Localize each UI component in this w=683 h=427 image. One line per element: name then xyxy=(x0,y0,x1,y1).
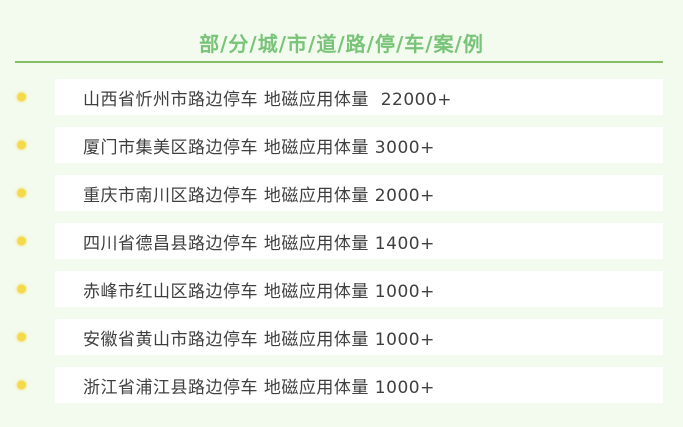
list-item: 厦门市集美区路边停车 地磁应用体量 3000+ xyxy=(0,127,683,163)
bullet-icon xyxy=(17,332,26,342)
case-list: 山西省忻州市路边停车 地磁应用体量 22000+ 厦门市集美区路边停车 地磁应用… xyxy=(0,79,683,415)
case-text: 厦门市集美区路边停车 地磁应用体量 3000+ xyxy=(55,127,663,163)
bullet-icon xyxy=(17,188,26,198)
bullet-icon xyxy=(17,236,26,246)
case-text: 赤峰市红山区路边停车 地磁应用体量 1000+ xyxy=(55,271,663,307)
bullet-icon xyxy=(17,92,26,102)
divider xyxy=(15,61,663,63)
case-text: 安徽省黄山市路边停车 地磁应用体量 1000+ xyxy=(55,319,663,355)
case-text: 山西省忻州市路边停车 地磁应用体量 22000+ xyxy=(55,79,663,115)
bullet-icon xyxy=(17,140,26,150)
bullet-icon xyxy=(17,380,26,390)
list-item: 重庆市南川区路边停车 地磁应用体量 2000+ xyxy=(0,175,683,211)
list-item: 山西省忻州市路边停车 地磁应用体量 22000+ xyxy=(0,79,683,115)
case-text: 浙江省浦江县路边停车 地磁应用体量 1000+ xyxy=(55,367,663,403)
bullet-icon xyxy=(17,284,26,294)
list-item: 浙江省浦江县路边停车 地磁应用体量 1000+ xyxy=(0,367,683,403)
case-text: 重庆市南川区路边停车 地磁应用体量 2000+ xyxy=(55,175,663,211)
list-item: 安徽省黄山市路边停车 地磁应用体量 1000+ xyxy=(0,319,683,355)
list-item: 赤峰市红山区路边停车 地磁应用体量 1000+ xyxy=(0,271,683,307)
page-title: 部/分/城/市/道/路/停/车/案/例 xyxy=(199,32,484,56)
list-item: 四川省德昌县路边停车 地磁应用体量 1400+ xyxy=(0,223,683,259)
case-text: 四川省德昌县路边停车 地磁应用体量 1400+ xyxy=(55,223,663,259)
